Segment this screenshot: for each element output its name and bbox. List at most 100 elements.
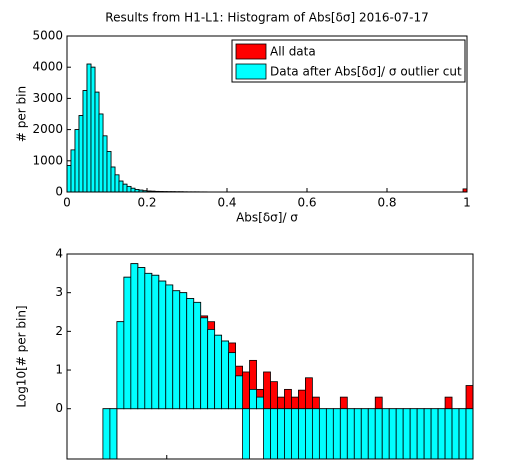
bar (186, 298, 195, 410)
bar (465, 408, 474, 460)
bar (270, 381, 278, 410)
bar (130, 187, 136, 193)
y-tick-label: 0 (55, 185, 63, 199)
bar (291, 396, 299, 410)
bar (346, 408, 355, 460)
y-axis-label: Log10[# per bin] (15, 305, 29, 407)
bar (102, 408, 111, 460)
bar (126, 185, 132, 193)
chart-title: Results from H1-L1: Histogram of Abs[δσ]… (105, 11, 428, 25)
bar (374, 396, 383, 410)
bar (165, 284, 174, 410)
bar (94, 91, 100, 193)
bar (298, 389, 306, 410)
bar (284, 388, 292, 410)
x-tick-label: 0.2 (137, 196, 156, 210)
legend-label: Data after Abs[δσ]/ σ outlier cut (270, 65, 462, 79)
bar (311, 408, 320, 460)
bar (298, 408, 306, 460)
bar (416, 408, 425, 460)
legend-swatch (235, 43, 267, 60)
bar (78, 115, 84, 193)
bar (311, 396, 320, 410)
y-tick-label: 0 (55, 401, 63, 415)
bar (74, 129, 80, 193)
bar (118, 180, 124, 193)
x-tick-label: 1 (463, 196, 471, 210)
bar (214, 334, 223, 410)
bar (284, 408, 292, 460)
y-tick-label: 3000 (32, 91, 63, 105)
bar (353, 408, 362, 460)
bar (318, 408, 327, 460)
bar (402, 408, 411, 460)
bar (221, 340, 230, 410)
bar (90, 66, 96, 193)
bar (270, 408, 278, 460)
bar (179, 292, 188, 410)
bar (305, 377, 313, 410)
bar (381, 408, 390, 460)
bar (409, 408, 418, 460)
axes-frame (66, 35, 468, 193)
bar (82, 90, 88, 193)
x-axis-label: Abs[δσ]/ σ (236, 211, 298, 225)
bar (110, 166, 116, 193)
legend-box (231, 39, 466, 83)
bar (137, 267, 146, 410)
bar (458, 408, 467, 460)
bar (228, 352, 236, 410)
legend-label: All data (270, 45, 316, 59)
x-tick-label: 0 (63, 196, 71, 210)
bar (98, 113, 104, 193)
y-tick-label: 2 (55, 324, 63, 338)
bar (291, 408, 299, 460)
bar (151, 274, 160, 410)
x-tick-label: 0.6 (297, 196, 316, 210)
bar (235, 375, 243, 410)
axes-frame (66, 253, 474, 460)
bar (102, 135, 108, 193)
bar (114, 174, 120, 193)
bar (158, 280, 167, 410)
bar (263, 371, 271, 410)
bar (465, 385, 474, 410)
bar (130, 263, 139, 410)
bar (144, 272, 153, 410)
bar (360, 408, 369, 460)
bar (430, 408, 439, 460)
bar (242, 408, 250, 460)
x-tick-label: 0.4 (217, 196, 236, 210)
bar (423, 408, 432, 460)
bar (116, 321, 125, 410)
bar (70, 149, 76, 193)
bar (444, 408, 453, 460)
y-axis-label: # per bin (15, 86, 29, 142)
bar (339, 408, 348, 460)
y-tick-label: 2000 (32, 122, 63, 136)
bar (242, 371, 250, 410)
bar (263, 408, 271, 460)
bar (374, 408, 383, 460)
bar (305, 408, 313, 460)
legend-swatch (235, 63, 267, 80)
y-tick-label: 3 (55, 285, 63, 299)
bar (451, 408, 460, 460)
bar (256, 396, 264, 410)
bar (325, 408, 334, 460)
bar (339, 396, 348, 410)
y-tick-label: 1000 (32, 153, 63, 167)
bar (86, 63, 92, 193)
y-tick-label: 4000 (32, 60, 63, 74)
bar (106, 151, 112, 193)
bar (249, 388, 257, 410)
bar (277, 408, 285, 460)
bar (193, 301, 202, 410)
bar (388, 408, 397, 460)
bar (66, 165, 72, 193)
bar (277, 396, 285, 410)
bar (332, 408, 341, 460)
bar (207, 329, 216, 410)
bar (200, 317, 209, 410)
